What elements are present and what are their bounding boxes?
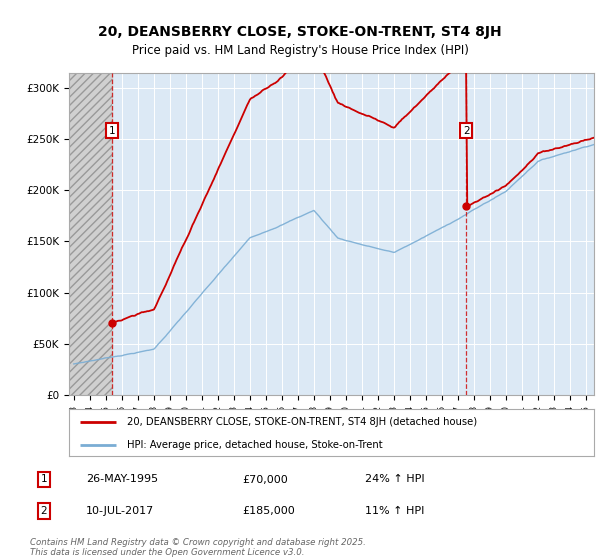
Text: 26-MAY-1995: 26-MAY-1995 bbox=[86, 474, 158, 484]
Text: Price paid vs. HM Land Registry's House Price Index (HPI): Price paid vs. HM Land Registry's House … bbox=[131, 44, 469, 57]
Text: 20, DEANSBERRY CLOSE, STOKE-ON-TRENT, ST4 8JH (detached house): 20, DEANSBERRY CLOSE, STOKE-ON-TRENT, ST… bbox=[127, 417, 477, 427]
Text: 11% ↑ HPI: 11% ↑ HPI bbox=[365, 506, 424, 516]
Text: 1: 1 bbox=[41, 474, 47, 484]
Text: 24% ↑ HPI: 24% ↑ HPI bbox=[365, 474, 424, 484]
Text: £70,000: £70,000 bbox=[242, 474, 288, 484]
Bar bbox=[69, 73, 112, 395]
Text: 1: 1 bbox=[109, 126, 115, 136]
Text: 2: 2 bbox=[41, 506, 47, 516]
Text: 20, DEANSBERRY CLOSE, STOKE-ON-TRENT, ST4 8JH: 20, DEANSBERRY CLOSE, STOKE-ON-TRENT, ST… bbox=[98, 25, 502, 39]
Bar bbox=[69, 73, 112, 395]
Text: 2: 2 bbox=[463, 126, 470, 136]
Text: HPI: Average price, detached house, Stoke-on-Trent: HPI: Average price, detached house, Stok… bbox=[127, 440, 382, 450]
Text: Contains HM Land Registry data © Crown copyright and database right 2025.
This d: Contains HM Land Registry data © Crown c… bbox=[30, 538, 366, 557]
Text: 10-JUL-2017: 10-JUL-2017 bbox=[86, 506, 154, 516]
Text: £185,000: £185,000 bbox=[242, 506, 295, 516]
